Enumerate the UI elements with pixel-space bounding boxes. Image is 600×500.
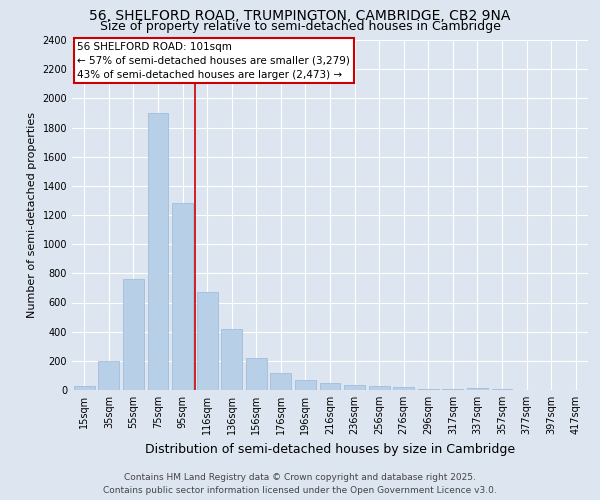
- Bar: [393, 387, 414, 390]
- Bar: [221, 329, 242, 390]
- Bar: [344, 385, 365, 390]
- Text: 56, SHELFORD ROAD, TRUMPINGTON, CAMBRIDGE, CB2 9NA: 56, SHELFORD ROAD, TRUMPINGTON, CAMBRIDG…: [89, 9, 511, 23]
- Text: Contains HM Land Registry data © Crown copyright and database right 2025.
Contai: Contains HM Land Registry data © Crown c…: [103, 473, 497, 495]
- X-axis label: Distribution of semi-detached houses by size in Cambridge: Distribution of semi-detached houses by …: [145, 442, 515, 456]
- Bar: [246, 358, 267, 390]
- Bar: [74, 386, 95, 390]
- Bar: [467, 388, 488, 390]
- Bar: [98, 361, 119, 390]
- Bar: [271, 372, 292, 390]
- Text: Size of property relative to semi-detached houses in Cambridge: Size of property relative to semi-detach…: [100, 20, 500, 33]
- Bar: [368, 386, 389, 390]
- Bar: [197, 292, 218, 390]
- Bar: [418, 388, 439, 390]
- Bar: [442, 388, 463, 390]
- Bar: [320, 382, 340, 390]
- Bar: [123, 279, 144, 390]
- Y-axis label: Number of semi-detached properties: Number of semi-detached properties: [27, 112, 37, 318]
- Text: 56 SHELFORD ROAD: 101sqm
← 57% of semi-detached houses are smaller (3,279)
43% o: 56 SHELFORD ROAD: 101sqm ← 57% of semi-d…: [77, 42, 350, 80]
- Bar: [148, 113, 169, 390]
- Bar: [172, 204, 193, 390]
- Bar: [295, 380, 316, 390]
